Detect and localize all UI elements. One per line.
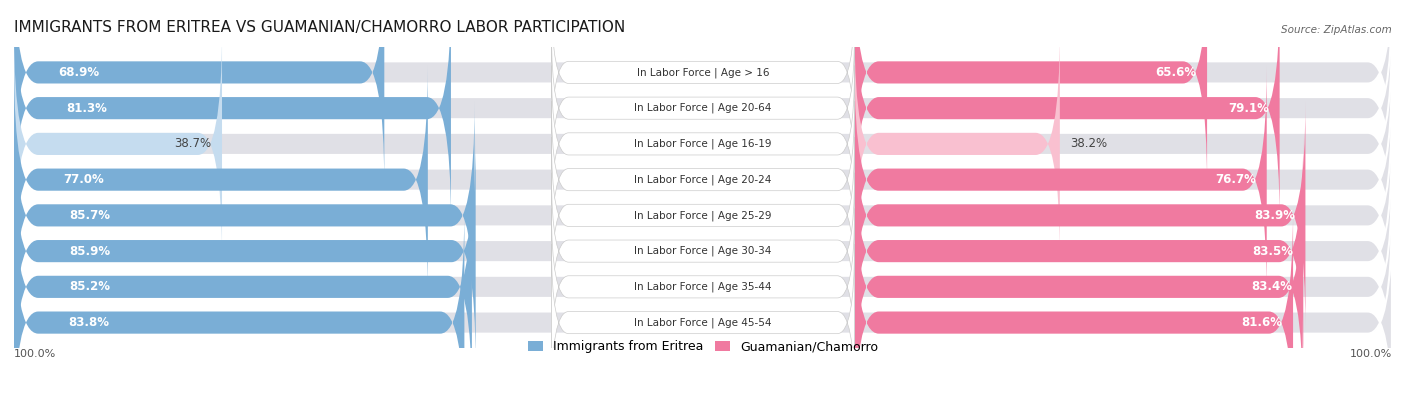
Text: 65.6%: 65.6% [1156, 66, 1197, 79]
FancyBboxPatch shape [14, 137, 1392, 365]
FancyBboxPatch shape [14, 30, 222, 258]
Text: 38.7%: 38.7% [174, 137, 212, 150]
FancyBboxPatch shape [14, 0, 1392, 222]
Text: 85.7%: 85.7% [69, 209, 110, 222]
Text: In Labor Force | Age 35-44: In Labor Force | Age 35-44 [634, 282, 772, 292]
FancyBboxPatch shape [14, 137, 475, 365]
Text: In Labor Force | Age 20-64: In Labor Force | Age 20-64 [634, 103, 772, 113]
Text: IMMIGRANTS FROM ERITREA VS GUAMANIAN/CHAMORRO LABOR PARTICIPATION: IMMIGRANTS FROM ERITREA VS GUAMANIAN/CHA… [14, 20, 626, 35]
Text: 83.9%: 83.9% [1254, 209, 1295, 222]
Text: In Labor Force | Age > 16: In Labor Force | Age > 16 [637, 67, 769, 78]
FancyBboxPatch shape [14, 209, 464, 395]
FancyBboxPatch shape [14, 173, 1392, 395]
Text: 100.0%: 100.0% [1350, 350, 1392, 359]
FancyBboxPatch shape [14, 0, 451, 222]
FancyBboxPatch shape [14, 173, 472, 395]
Text: 38.2%: 38.2% [1070, 137, 1108, 150]
Text: 77.0%: 77.0% [63, 173, 104, 186]
FancyBboxPatch shape [855, 66, 1267, 293]
Text: In Labor Force | Age 25-29: In Labor Force | Age 25-29 [634, 210, 772, 221]
FancyBboxPatch shape [551, 102, 855, 258]
Text: 83.8%: 83.8% [67, 316, 110, 329]
FancyBboxPatch shape [855, 209, 1294, 395]
Text: 100.0%: 100.0% [14, 350, 56, 359]
Text: In Labor Force | Age 16-19: In Labor Force | Age 16-19 [634, 139, 772, 149]
FancyBboxPatch shape [551, 66, 855, 222]
FancyBboxPatch shape [14, 66, 1392, 293]
FancyBboxPatch shape [14, 0, 1392, 186]
Text: 68.9%: 68.9% [59, 66, 100, 79]
FancyBboxPatch shape [14, 30, 1392, 258]
FancyBboxPatch shape [855, 137, 1303, 365]
Text: 83.5%: 83.5% [1251, 245, 1294, 258]
FancyBboxPatch shape [855, 30, 1060, 258]
FancyBboxPatch shape [551, 245, 855, 395]
FancyBboxPatch shape [14, 0, 384, 186]
Text: 81.6%: 81.6% [1241, 316, 1282, 329]
Text: 85.9%: 85.9% [69, 245, 111, 258]
Text: Source: ZipAtlas.com: Source: ZipAtlas.com [1281, 25, 1392, 35]
FancyBboxPatch shape [855, 0, 1279, 222]
FancyBboxPatch shape [855, 173, 1303, 395]
Text: 79.1%: 79.1% [1229, 102, 1270, 115]
Text: 81.3%: 81.3% [66, 102, 107, 115]
FancyBboxPatch shape [14, 102, 1392, 329]
FancyBboxPatch shape [14, 102, 475, 329]
FancyBboxPatch shape [551, 137, 855, 293]
FancyBboxPatch shape [14, 66, 427, 293]
FancyBboxPatch shape [551, 209, 855, 365]
Text: 76.7%: 76.7% [1216, 173, 1257, 186]
FancyBboxPatch shape [551, 30, 855, 186]
FancyBboxPatch shape [14, 209, 1392, 395]
Text: In Labor Force | Age 20-24: In Labor Force | Age 20-24 [634, 174, 772, 185]
FancyBboxPatch shape [855, 0, 1208, 186]
FancyBboxPatch shape [855, 102, 1305, 329]
Text: 83.4%: 83.4% [1251, 280, 1292, 293]
FancyBboxPatch shape [551, 0, 855, 150]
Legend: Immigrants from Eritrea, Guamanian/Chamorro: Immigrants from Eritrea, Guamanian/Chamo… [527, 340, 879, 354]
Text: In Labor Force | Age 30-34: In Labor Force | Age 30-34 [634, 246, 772, 256]
FancyBboxPatch shape [551, 173, 855, 329]
Text: In Labor Force | Age 45-54: In Labor Force | Age 45-54 [634, 317, 772, 328]
Text: 85.2%: 85.2% [69, 280, 110, 293]
